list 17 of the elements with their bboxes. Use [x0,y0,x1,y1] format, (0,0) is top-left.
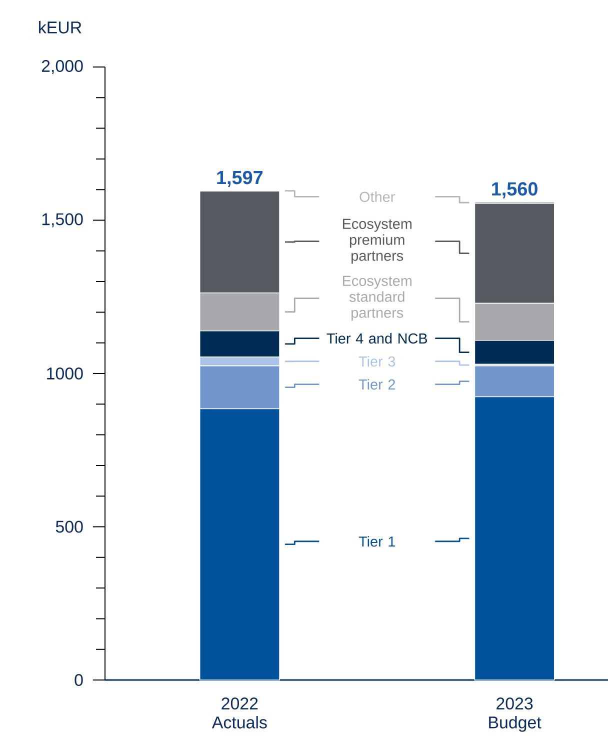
total-label: 1,597 [217,170,263,187]
text: Tier 2 [358,378,395,390]
legend-label: Ecosystem standard partners [342,276,412,321]
text: Tier 3 [358,356,396,367]
y-axis-title: kEUR [39,21,82,34]
y-tick-label: 1000 [47,367,83,380]
x-tick-label: 2022 Actuals [212,698,267,728]
x-tick-label: 2023 Budget [489,698,542,732]
y-tick-label: 1,500 [42,213,83,228]
total-label: 1,560 [492,182,538,198]
y-tick-label: 2,000 [42,60,83,74]
y-tick-label: 500 [56,520,83,533]
y-tick-label: 0 [74,674,83,686]
legend-label: Tier 4 and NCB [326,332,428,344]
text: Other [360,191,395,202]
text: Tier 1 [358,536,395,547]
legend-label: Ecosystem premium partners [342,218,412,264]
